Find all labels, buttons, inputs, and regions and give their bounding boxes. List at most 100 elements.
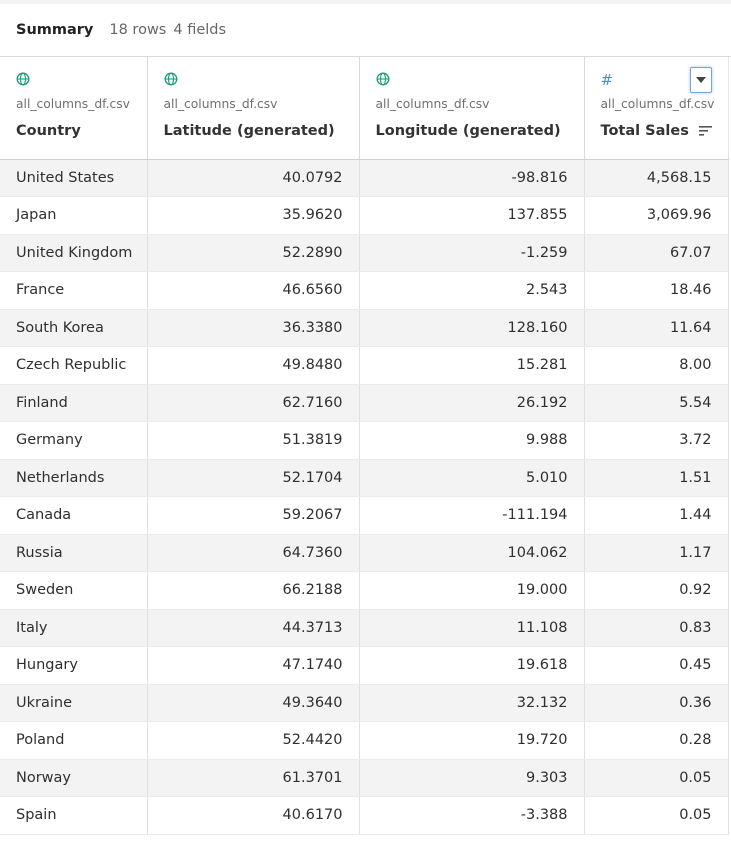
globe-icon [16,72,147,88]
cell-country: United Kingdom [0,234,148,272]
cell-country: Spain [0,796,148,835]
table-row[interactable]: Poland 52.4420 19.720 0.28 [0,721,729,760]
cell-country: Finland [0,384,148,422]
table-row[interactable]: Canada 59.2067 -111.194 1.44 [0,496,729,535]
cell-latitude: 59.2067 [147,496,360,535]
table-body: United States 40.0792 -98.816 4,568.15 Japan… [0,159,729,835]
table-row[interactable]: Hungary 47.1740 19.618 0.45 [0,646,729,685]
table-row[interactable]: Japan 35.9620 137.855 3,069.96 [0,196,729,235]
cell-latitude: 51.3819 [147,421,360,460]
globe-icon [376,72,584,88]
data-table: all_columns_df.csv Country al [0,57,729,835]
field-count: 4 fields [173,22,227,38]
cell-latitude: 40.0792 [147,159,360,197]
cell-latitude: 49.8480 [147,346,360,385]
cell-total-sales: 1.44 [584,496,729,535]
table-row[interactable]: Sweden 66.2188 19.000 0.92 [0,571,729,610]
table-row[interactable]: Czech Republic 49.8480 15.281 8.00 [0,346,729,385]
table-row[interactable]: United Kingdom 52.2890 -1.259 67.07 [0,234,729,272]
column-name-text: Country [16,123,81,139]
header-row: all_columns_df.csv Country al [0,57,729,160]
column-name-text: Latitude (generated) [163,123,335,139]
cell-country: France [0,271,148,310]
cell-latitude: 61.3701 [147,759,360,797]
cell-total-sales: 0.45 [584,646,729,685]
top-divider [0,0,731,4]
cell-total-sales: 0.28 [584,721,729,760]
column-header-latitude[interactable]: all_columns_df.csv Latitude (generated) [147,57,360,160]
column-source: all_columns_df.csv [163,97,278,111]
table-row[interactable]: Germany 51.3819 9.988 3.72 [0,421,729,460]
cell-total-sales: 1.51 [584,459,729,497]
cell-country: Japan [0,196,148,235]
cell-total-sales: 4,568.15 [584,159,729,197]
cell-total-sales: 11.64 [584,309,729,347]
sort-descending-icon[interactable] [698,125,713,137]
cell-latitude: 52.1704 [147,459,360,497]
column-header-country[interactable]: all_columns_df.csv Country [0,57,148,160]
cell-total-sales: 5.54 [584,384,729,422]
cell-longitude: -111.194 [359,496,585,535]
cell-total-sales: 0.05 [584,796,729,835]
cell-latitude: 40.6170 [147,796,360,835]
cell-total-sales: 3.72 [584,421,729,460]
cell-latitude: 64.7360 [147,534,360,572]
cell-latitude: 52.2890 [147,234,360,272]
cell-latitude: 52.4420 [147,721,360,760]
table-row[interactable]: Italy 44.3713 11.108 0.83 [0,609,729,647]
cell-longitude: 15.281 [359,346,585,385]
column-header-longitude[interactable]: all_columns_df.csv Longitude (generated) [359,57,585,160]
cell-country: Italy [0,609,148,647]
cell-longitude: 2.543 [359,271,585,310]
column-source: all_columns_df.csv [600,97,715,111]
cell-total-sales: 0.05 [584,759,729,797]
table-row[interactable]: Ukraine 49.3640 32.132 0.36 [0,684,729,722]
cell-longitude: 9.988 [359,421,585,460]
cell-total-sales: 0.83 [584,609,729,647]
column-name: Longitude (generated) [376,123,584,139]
cell-country: Czech Republic [0,346,148,385]
table-row[interactable]: Finland 62.7160 26.192 5.54 [0,384,729,422]
cell-latitude: 44.3713 [147,609,360,647]
cell-total-sales: 8.00 [584,346,729,385]
column-source: all_columns_df.csv [16,97,130,111]
column-name: Latitude (generated) [164,123,359,139]
cell-total-sales: 67.07 [584,234,729,272]
cell-longitude: 11.108 [359,609,585,647]
column-menu-button[interactable] [689,67,712,93]
column-name-text: Longitude (generated) [375,123,561,139]
cell-latitude: 35.9620 [147,196,360,235]
cell-latitude: 47.1740 [147,646,360,685]
table-row[interactable]: South Korea 36.3380 128.160 11.64 [0,309,729,347]
column-name: Total Sales [601,123,728,139]
cell-longitude: 19.618 [359,646,585,685]
table-row[interactable]: Norway 61.3701 9.303 0.05 [0,759,729,797]
column-header-total-sales[interactable]: # all_columns_df.csv Total Sales [584,57,729,160]
cell-country: Norway [0,759,148,797]
row-count: 18 rows [109,22,167,38]
cell-longitude: 32.132 [359,684,585,722]
table-row[interactable]: Russia 64.7360 104.062 1.17 [0,534,729,572]
cell-latitude: 46.6560 [147,271,360,310]
cell-longitude: -98.816 [359,159,585,197]
table-row[interactable]: Spain 40.6170 -3.388 0.05 [0,796,729,835]
table-row[interactable]: United States 40.0792 -98.816 4,568.15 [0,159,729,197]
cell-country: Netherlands [0,459,148,497]
cell-longitude: -1.259 [359,234,585,272]
cell-longitude: 128.160 [359,309,585,347]
cell-total-sales: 0.36 [584,684,729,722]
table-row[interactable]: France 46.6560 2.543 18.46 [0,271,729,310]
hash-icon: # [600,71,614,89]
cell-longitude: 5.010 [359,459,585,497]
column-name: Country [16,123,147,139]
cell-country: Hungary [0,646,148,685]
cell-country: Germany [0,421,148,460]
cell-country: Canada [0,496,148,535]
cell-longitude: 137.855 [359,196,585,235]
table-row[interactable]: Netherlands 52.1704 5.010 1.51 [0,459,729,497]
summary-title: Summary [16,22,94,38]
cell-latitude: 66.2188 [147,571,360,610]
cell-total-sales: 3,069.96 [584,196,729,235]
cell-country: Poland [0,721,148,760]
column-source: all_columns_df.csv [375,97,490,111]
